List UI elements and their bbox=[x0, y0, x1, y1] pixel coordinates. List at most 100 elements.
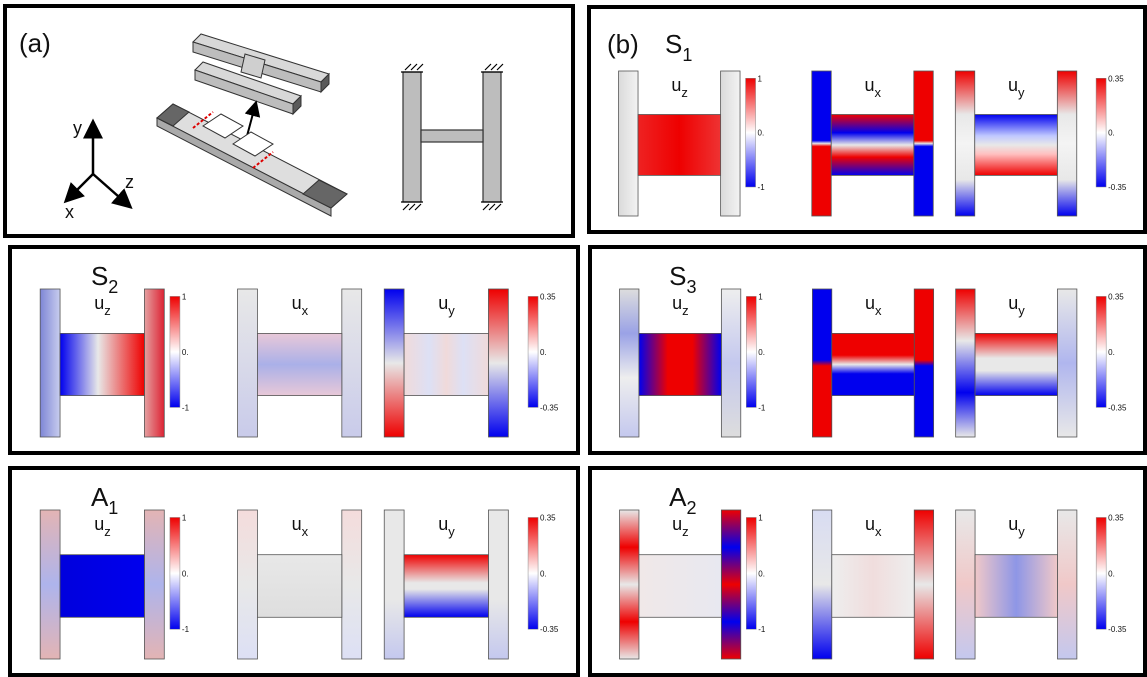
left-flange bbox=[237, 509, 258, 660]
web bbox=[257, 554, 343, 618]
left-flange bbox=[237, 288, 258, 438]
component-label-uz: uz bbox=[671, 75, 688, 100]
right-flange bbox=[720, 509, 742, 660]
mode-title: S1 bbox=[665, 29, 692, 65]
left-flange bbox=[39, 509, 61, 660]
mode-title-letter: A bbox=[669, 482, 687, 512]
right-flange bbox=[341, 509, 363, 660]
right-flange bbox=[488, 509, 509, 660]
component-label-uy: uy bbox=[438, 514, 455, 539]
colorbar-max-label: 0.35 bbox=[540, 513, 556, 522]
mode-title: A1 bbox=[91, 482, 118, 518]
mode-title-sub: 1 bbox=[682, 45, 692, 65]
colorbar-min-label: -1 bbox=[182, 403, 190, 412]
right-flange bbox=[144, 509, 165, 660]
mode-title-letter: A bbox=[91, 482, 109, 512]
colorbar-uz: 1 0. -1 bbox=[745, 74, 765, 192]
mode-title-letter: S bbox=[91, 261, 108, 291]
colorbar-uz: 1 0. -1 bbox=[169, 292, 190, 412]
right-flange bbox=[720, 288, 742, 438]
web bbox=[974, 554, 1058, 618]
mode-panel-s2: S2 uz 1 0. -1 ux uy 0.35 0. -0.35 bbox=[8, 245, 580, 455]
mode-panel-a1: A1 uz 1 0. -1 ux uy 0.35 0. -0.35 bbox=[8, 466, 580, 677]
colorbar-max-label: 1 bbox=[758, 74, 763, 83]
component-label-uz: uz bbox=[94, 514, 111, 539]
web bbox=[637, 114, 722, 176]
left-flange bbox=[619, 288, 640, 438]
web bbox=[59, 333, 145, 396]
field-map-a2-uz: uz bbox=[619, 509, 742, 660]
field-map-a1-ux: ux bbox=[237, 509, 363, 660]
component-label-uy: uy bbox=[1008, 514, 1025, 539]
colorbar-max-label: 0.35 bbox=[1108, 292, 1124, 301]
field-map-s1-uz: uz bbox=[618, 70, 741, 217]
axis-x-label: x bbox=[65, 202, 74, 222]
component-label-uz: uz bbox=[672, 514, 689, 539]
left-flange bbox=[619, 509, 640, 660]
mode-panel-a2: A2 uz 1 0. -1 ux uy 0.35 0. -0.35 bbox=[588, 466, 1147, 677]
colorbar-mid-label: 0. bbox=[758, 569, 765, 578]
colorbar-mid-label: 0. bbox=[540, 569, 547, 578]
colorbar-mid-label: 0. bbox=[758, 348, 765, 357]
component-label-ux: ux bbox=[865, 293, 882, 318]
field-map-s3-uz: uz bbox=[619, 288, 742, 438]
web bbox=[974, 114, 1058, 176]
component-label-uy: uy bbox=[438, 293, 455, 318]
left-flange bbox=[618, 70, 639, 217]
colorbar-mid-label: 0. bbox=[182, 348, 189, 357]
web bbox=[257, 333, 343, 396]
web bbox=[403, 554, 489, 618]
colorbar-uy: 0.35 0. -0.35 bbox=[1095, 513, 1127, 634]
left-flange bbox=[39, 288, 61, 438]
web bbox=[974, 333, 1058, 396]
field-map-s3-uy: uy bbox=[955, 288, 1078, 438]
right-flange bbox=[913, 288, 935, 438]
right-flange bbox=[720, 70, 741, 217]
colorbar-min-label: -0.35 bbox=[540, 625, 559, 634]
left-flange bbox=[955, 509, 976, 660]
field-map-a1-uy: uy bbox=[383, 509, 509, 660]
right-flange bbox=[1057, 509, 1078, 660]
panel-a-svg: (a) y z x bbox=[19, 28, 504, 222]
strip-with-holes bbox=[156, 103, 348, 217]
right-flange bbox=[1056, 70, 1078, 217]
colorbar-max-label: 0.35 bbox=[1108, 74, 1124, 83]
colorbar-min-label: -0.35 bbox=[540, 403, 559, 412]
colorbar-max-label: 0.35 bbox=[1108, 513, 1124, 522]
colorbar-min-label: -0.35 bbox=[1108, 403, 1127, 412]
colorbar-uy: 0.35 0. -0.35 bbox=[1095, 74, 1127, 192]
web bbox=[638, 554, 722, 618]
colorbar-max-label: 1 bbox=[758, 292, 763, 301]
left-flange bbox=[954, 70, 976, 217]
axis-y-label: y bbox=[73, 118, 82, 138]
coordinate-axes: y z x bbox=[63, 118, 134, 222]
colorbar-max-label: 1 bbox=[758, 513, 763, 522]
component-label-uz: uz bbox=[672, 293, 689, 318]
colorbar-uy: 0.35 0. -0.35 bbox=[527, 513, 559, 634]
colorbar-min-label: -0.35 bbox=[1108, 183, 1127, 192]
field-map-s2-uy: uy bbox=[383, 288, 509, 438]
component-label-ux: ux bbox=[292, 293, 309, 318]
component-label-ux: ux bbox=[865, 514, 882, 539]
field-map-a1-uz: uz bbox=[39, 509, 165, 660]
right-flange bbox=[1057, 288, 1078, 438]
colorbar-mid-label: 0. bbox=[1108, 569, 1115, 578]
mode-panel-s1: S1 (b) uz 1 0. -1 ux uy 0.35 0. -0.35 bbox=[587, 5, 1147, 234]
component-label-ux: ux bbox=[292, 514, 309, 539]
colorbar-uy: 0.35 0. -0.35 bbox=[527, 292, 559, 412]
clamp-hatch bbox=[401, 63, 504, 211]
left-flange bbox=[383, 288, 405, 438]
mode-title-sub: 2 bbox=[686, 498, 696, 518]
component-label-uy: uy bbox=[1008, 293, 1025, 318]
colorbar-mid-label: 0. bbox=[182, 569, 189, 578]
web bbox=[638, 333, 722, 396]
right-flange bbox=[341, 288, 363, 438]
colorbar-uz: 1 0. -1 bbox=[746, 513, 766, 634]
mode-title-letter: S bbox=[665, 29, 682, 59]
right-flange bbox=[144, 288, 165, 438]
field-map-s3-ux: ux bbox=[811, 288, 935, 438]
colorbar-max-label: 1 bbox=[182, 513, 187, 522]
